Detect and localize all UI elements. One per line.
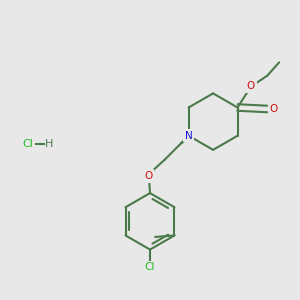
Text: O: O <box>270 104 278 114</box>
Text: N: N <box>185 131 193 141</box>
Text: N: N <box>185 131 193 141</box>
Text: O: O <box>247 81 255 91</box>
Text: H: H <box>45 139 53 149</box>
Text: Cl: Cl <box>145 262 155 272</box>
Text: Cl: Cl <box>23 139 34 149</box>
Text: O: O <box>144 171 153 181</box>
